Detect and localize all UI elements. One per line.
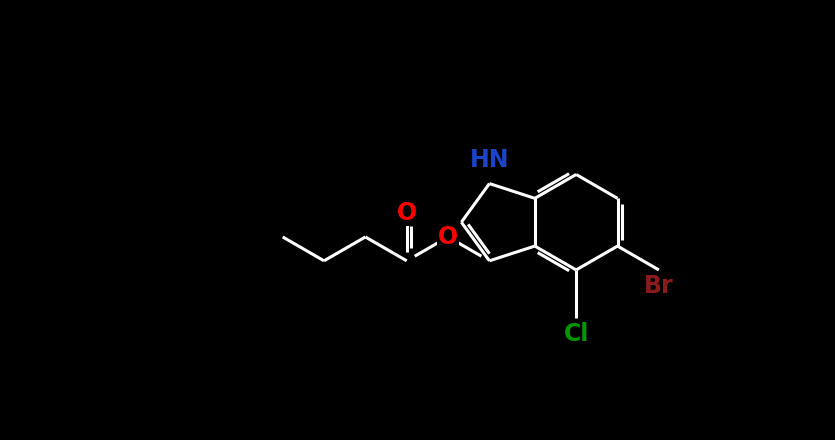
Text: O: O xyxy=(438,225,458,249)
Text: Br: Br xyxy=(644,274,674,298)
Text: O: O xyxy=(397,201,417,225)
Text: HN: HN xyxy=(469,148,509,172)
Text: Cl: Cl xyxy=(564,322,589,345)
